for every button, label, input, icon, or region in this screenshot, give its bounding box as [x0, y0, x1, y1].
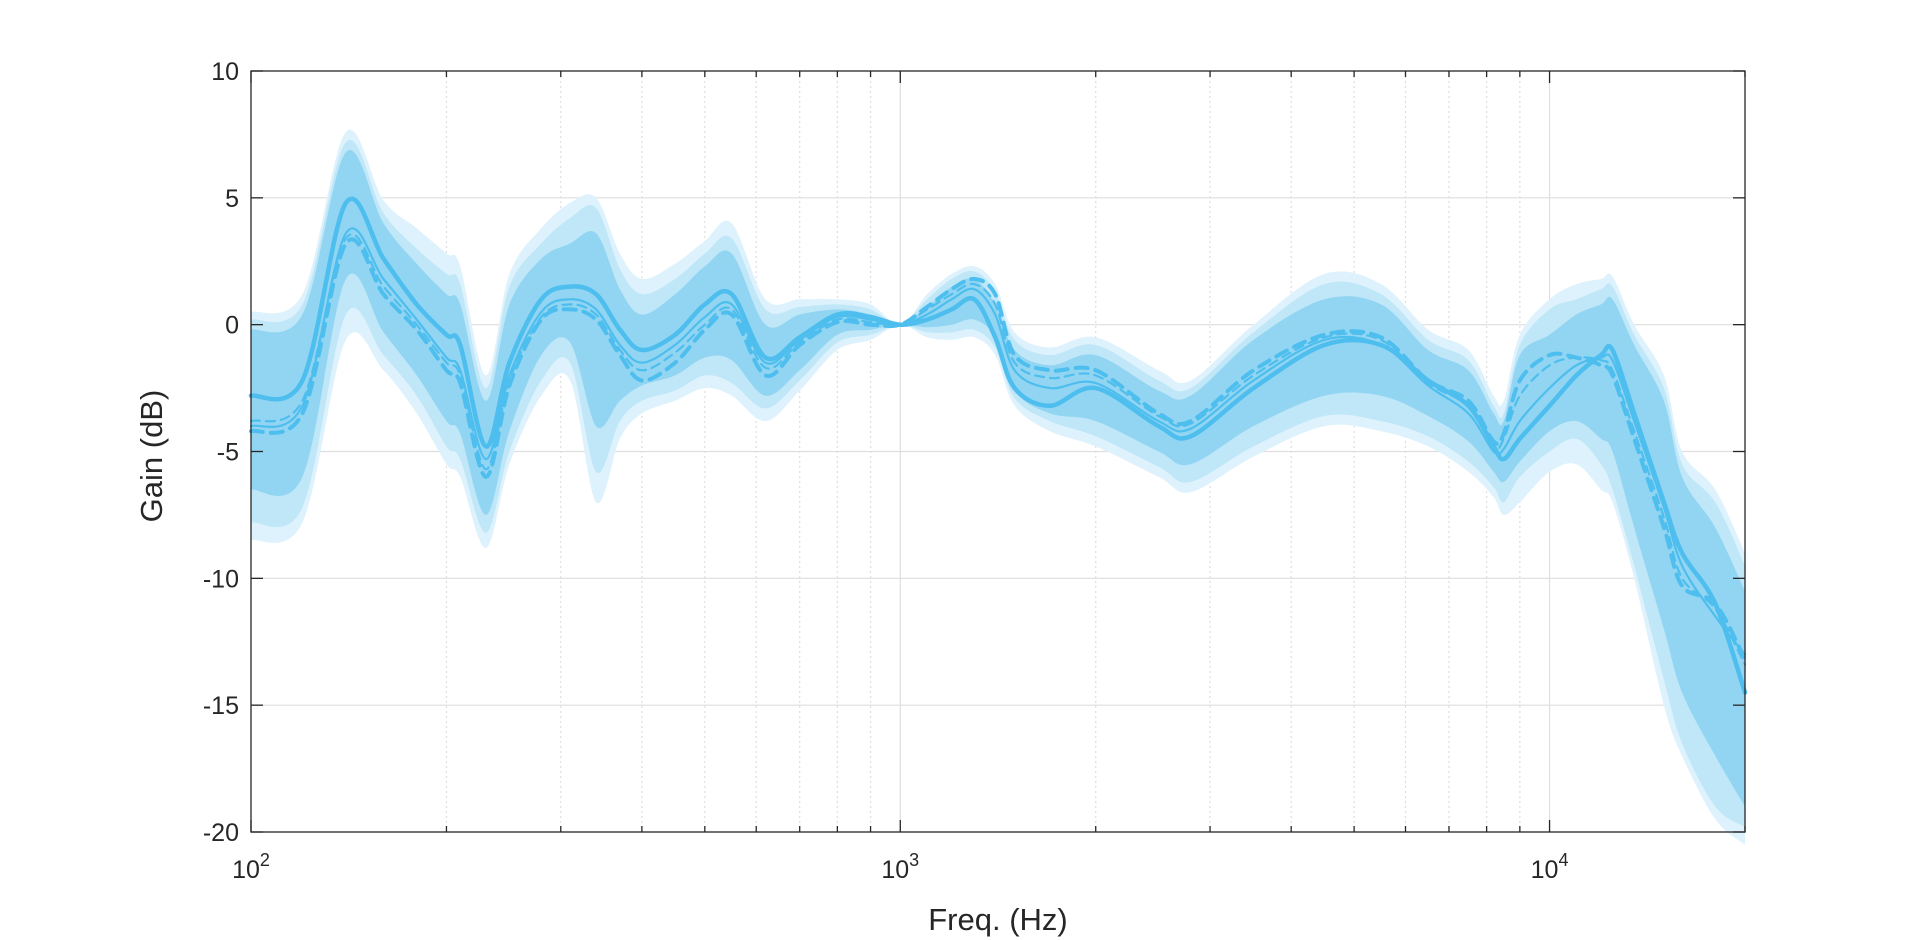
y-tick-label: -5 — [217, 439, 239, 467]
x-tick-base: 10 — [881, 856, 909, 884]
confidence-band-layer — [251, 129, 1745, 845]
x-tick-label: 102 — [232, 850, 270, 884]
x-tick-exponent: 4 — [1558, 850, 1568, 870]
x-tick-base: 10 — [1531, 856, 1559, 884]
y-tick-label: 5 — [225, 185, 239, 213]
x-tick-exponent: 3 — [909, 850, 919, 870]
y-tick-label: 10 — [211, 58, 239, 86]
y-tick-labels: 10 5 0 -5 -10 -15 -20 — [203, 58, 239, 847]
y-tick-label: -15 — [203, 692, 239, 720]
y-tick-label: -20 — [203, 819, 239, 847]
x-tick-base: 10 — [232, 856, 260, 884]
axes-frame-layer — [250, 70, 1746, 833]
series-line-3 — [249, 237, 1747, 662]
y-tick-label: -10 — [203, 565, 239, 593]
y-tick-label: 0 — [225, 312, 239, 340]
x-axis-label: Freq. (Hz) — [928, 902, 1068, 937]
x-tick-exponent: 2 — [260, 850, 270, 870]
x-tick-labels: 102 103 104 — [232, 850, 1568, 884]
series-line-1 — [248, 196, 1748, 695]
x-tick-label: 103 — [881, 850, 919, 884]
series-line-2 — [249, 227, 1747, 656]
series-line-4 — [249, 233, 1747, 666]
band-inner — [251, 149, 1745, 807]
x-tick-label: 104 — [1531, 850, 1569, 884]
y-axis-label: Gain (dB) — [134, 390, 169, 523]
series-layer — [248, 196, 1748, 695]
